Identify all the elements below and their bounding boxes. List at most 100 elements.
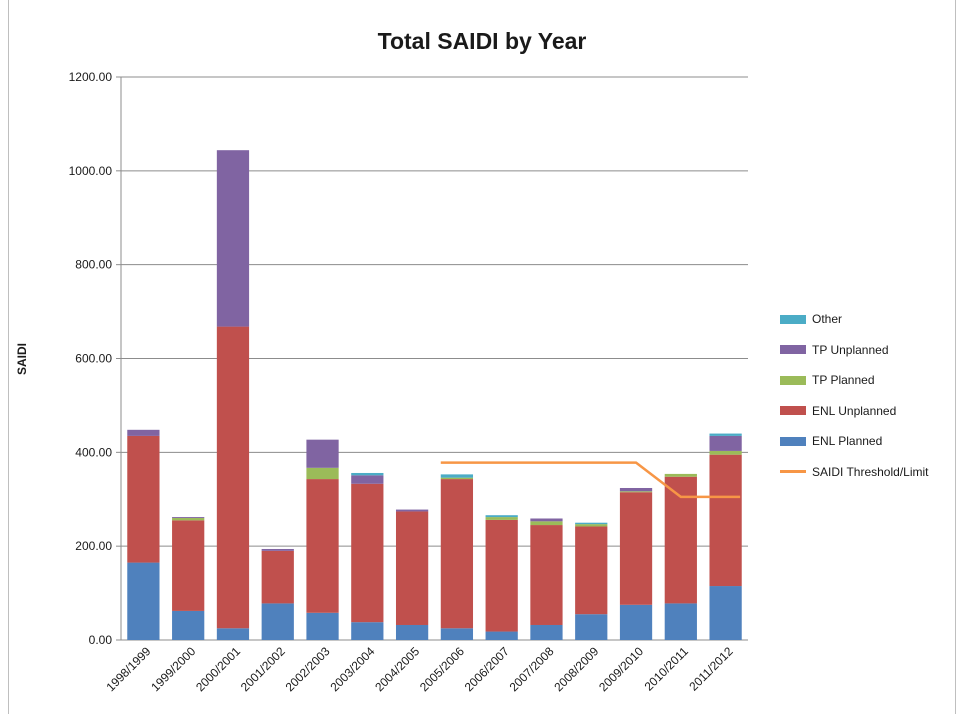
legend-item: SAIDI Threshold/Limit	[780, 457, 960, 488]
x-tick-label: 2005/2006	[417, 644, 467, 694]
bar-enl-planned-10	[575, 614, 608, 640]
bar-enl-planned-12	[664, 603, 697, 640]
bar-enl-unplanned-0	[127, 435, 160, 563]
x-tick-label: 2010/2011	[642, 644, 692, 694]
bar-tp-unplanned-2	[216, 150, 250, 327]
x-tick-label: 2003/2004	[327, 644, 377, 694]
legend-label: ENL Planned	[812, 434, 883, 449]
bar-enl-planned-0	[127, 562, 160, 640]
bar-tp-planned-7	[440, 477, 474, 480]
x-tick-label: 2006/2007	[462, 644, 512, 694]
bar-tp-planned-12	[664, 473, 697, 477]
bar-enl-unplanned-3	[261, 550, 294, 604]
y-tick-label: 600.00	[75, 352, 112, 366]
x-tick-label: 1999/2000	[148, 644, 198, 694]
x-tick-label: 2000/2001	[193, 644, 243, 694]
legend-swatch	[780, 345, 806, 355]
bar-enl-unplanned-10	[575, 526, 608, 615]
bar-other-13	[709, 433, 742, 436]
y-tick-label: 800.00	[75, 258, 112, 272]
threshold-line	[440, 461, 741, 499]
bar-enl-planned-13	[709, 586, 742, 640]
bar-tp-unplanned-9	[530, 518, 563, 522]
bar-enl-unplanned-2	[216, 326, 250, 629]
legend-label: ENL Unplanned	[812, 403, 897, 418]
bar-other-5	[351, 472, 384, 476]
y-tick-label: 1000.00	[69, 164, 113, 178]
y-tick-label: 0.00	[89, 633, 113, 647]
bar-enl-planned-8	[485, 631, 518, 640]
bar-tp-planned-9	[530, 521, 563, 526]
bar-enl-unplanned-1	[172, 520, 205, 611]
gridlines	[116, 76, 748, 641]
legend-item: Other	[780, 304, 960, 335]
bar-enl-planned-2	[216, 628, 250, 640]
bar-enl-planned-3	[261, 603, 294, 640]
bar-other-7	[440, 474, 474, 478]
legend-swatch	[780, 375, 806, 385]
bar-tp-unplanned-13	[709, 435, 742, 451]
y-tick-label: 1200.00	[69, 70, 113, 84]
bar-enl-planned-1	[172, 610, 205, 640]
x-tick-label: 2007/2008	[507, 644, 557, 694]
bar-tp-planned-4	[306, 467, 339, 480]
legend-label: SAIDI Threshold/Limit	[812, 464, 929, 479]
legend-swatch	[780, 406, 806, 416]
bar-tp-planned-1	[172, 518, 205, 521]
bar-enl-unplanned-8	[485, 519, 518, 632]
x-tick-label: 2009/2010	[596, 644, 646, 694]
threshold-line-path	[440, 461, 741, 499]
x-tick-label: 2008/2009	[551, 644, 601, 694]
legend-item: ENL Unplanned	[780, 396, 960, 427]
bar-tp-unplanned-3	[261, 548, 294, 551]
y-tick-label: 400.00	[75, 445, 112, 459]
bar-other-8	[485, 515, 518, 518]
legend-swatch	[780, 314, 806, 324]
bar-enl-planned-11	[619, 604, 653, 640]
bar-enl-planned-6	[395, 624, 429, 640]
y-tick-labels: 0.00 200.00 400.00 600.00 800.00 1000.00 1200.…	[69, 70, 113, 647]
y-tick-label: 200.00	[75, 539, 112, 553]
bar-tp-unplanned-11	[619, 487, 653, 492]
legend-item: TP Unplanned	[780, 335, 960, 366]
bar-tp-unplanned-1	[172, 517, 205, 519]
bar-enl-unplanned-9	[530, 525, 563, 625]
bar-enl-planned-4	[306, 612, 339, 640]
bar-enl-planned-5	[351, 622, 384, 640]
bars	[127, 150, 742, 640]
legend-label: Other	[812, 312, 843, 327]
chart-frame	[8, 0, 956, 714]
legend-item: ENL Planned	[780, 426, 960, 457]
legend-swatch	[780, 470, 806, 474]
bar-tp-planned-13	[709, 450, 742, 455]
bar-enl-unplanned-11	[619, 492, 653, 605]
bar-enl-unplanned-5	[351, 483, 384, 623]
bar-tp-planned-10	[575, 524, 608, 527]
bar-enl-unplanned-7	[440, 479, 474, 629]
bar-enl-unplanned-13	[709, 454, 742, 587]
bar-enl-planned-9	[530, 624, 563, 640]
bar-other-10	[575, 522, 608, 525]
chart-title: Total SAIDI by Year	[377, 28, 587, 54]
legend-label: TP Planned	[812, 373, 875, 388]
bar-enl-planned-7	[440, 628, 474, 640]
x-tick-label: 2004/2005	[372, 644, 422, 694]
x-tick-label: 2011/2012	[686, 644, 736, 694]
bar-tp-planned-11	[619, 491, 653, 493]
x-tick-labels: 1998/19991999/20002000/20012001/20022002…	[103, 644, 735, 694]
bar-enl-unplanned-4	[306, 479, 339, 613]
bar-tp-unplanned-6	[395, 509, 429, 512]
bar-enl-unplanned-6	[395, 511, 429, 625]
legend: Other TP Unplanned TP Planned ENL Unplanned…	[780, 304, 960, 487]
bar-tp-unplanned-0	[127, 429, 160, 436]
legend-label: TP Unplanned	[812, 342, 889, 357]
bar-tp-unplanned-4	[306, 439, 339, 468]
bar-tp-unplanned-5	[351, 475, 384, 484]
x-tick-label: 2001/2002	[238, 644, 288, 694]
x-tick-label: 1998/1999	[103, 644, 153, 694]
legend-swatch	[780, 436, 806, 446]
legend-item: TP Planned	[780, 365, 960, 396]
x-tick-label: 2002/2003	[283, 644, 333, 694]
bar-tp-planned-8	[485, 517, 518, 520]
